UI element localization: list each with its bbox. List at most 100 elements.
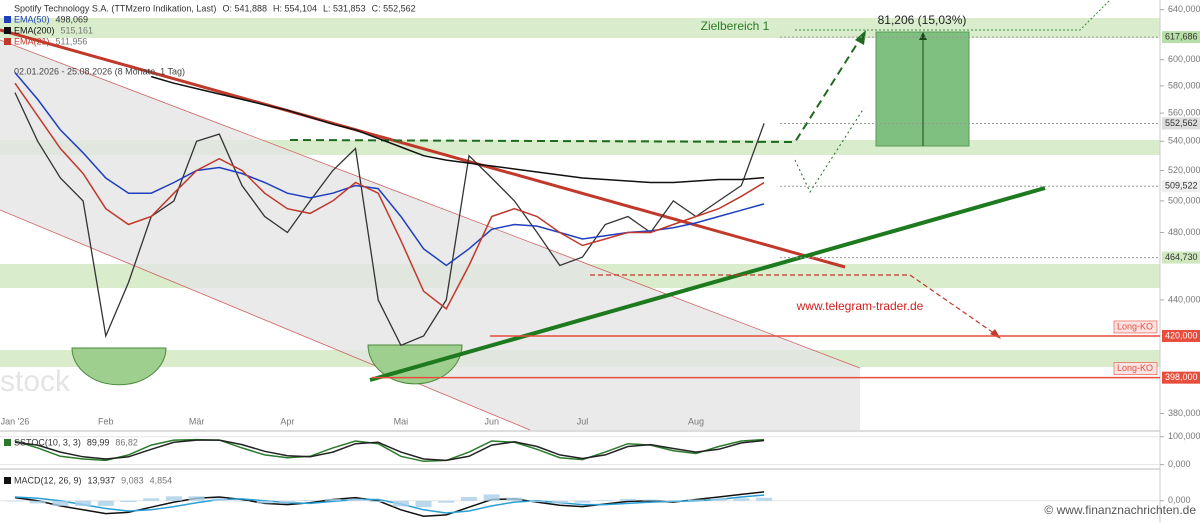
y-tick-label: 480,000 — [1168, 227, 1200, 237]
dashed-path — [590, 274, 999, 337]
ko-label: Long-KO — [1117, 363, 1153, 373]
series-line — [14, 72, 765, 267]
legend-value: 511,956 — [56, 36, 88, 46]
y-tick-label: 520,000 — [1168, 165, 1200, 175]
y-tick-label: 580,000 — [1168, 80, 1200, 90]
hist-bar — [347, 498, 364, 501]
hist-bar — [120, 500, 137, 503]
hist-bar — [529, 500, 546, 503]
marker-label: 420,000 — [1165, 330, 1198, 340]
series-line — [14, 82, 765, 310]
x-tick-label: Jun — [484, 416, 499, 426]
channel-line — [0, 209, 531, 431]
channel-line — [0, 39, 861, 369]
trend-line — [369, 186, 1046, 382]
hist-bar — [211, 498, 228, 501]
x-tick-label: Jul — [577, 416, 589, 426]
hist-bar — [438, 500, 455, 503]
legend-swatch — [4, 439, 11, 446]
y-tick-label: 600,000 — [1168, 54, 1200, 64]
channel — [0, 40, 860, 430]
x-tick-label: Aug — [688, 416, 704, 426]
hist-bar — [619, 498, 636, 501]
hist-bar — [75, 500, 92, 506]
layout — [0, 0, 1161, 523]
watermark: stock — [0, 365, 71, 398]
website: www.telegram-trader.de — [796, 299, 924, 313]
y-tick-label: 440,000 — [1168, 294, 1200, 304]
hist-bar — [234, 500, 250, 502]
arrow-head — [990, 329, 1001, 339]
series-line — [14, 439, 765, 462]
x-tick-label: Jan '26 — [1, 416, 30, 426]
legend-value: 13,937 — [88, 475, 116, 485]
hist-bar — [256, 500, 273, 504]
series-line — [14, 491, 765, 517]
legend-ohlc: O: 541,888 — [222, 3, 267, 13]
hist-bar — [7, 500, 23, 502]
trend-line — [0, 28, 846, 269]
dotted-path — [794, 107, 865, 194]
x-tick-label: Feb — [98, 416, 114, 426]
hist-bar — [392, 500, 409, 507]
marker-box — [1162, 180, 1200, 193]
legend-value: 515,161 — [61, 25, 94, 35]
bowl — [71, 347, 167, 386]
hist-bar — [506, 497, 523, 501]
period: 02.01.2026 - 25.08.2026 (8 Monate, 1 Tag… — [14, 66, 185, 76]
legend-swatch — [4, 38, 11, 45]
y-tick-label: 100,000 — [1168, 431, 1200, 441]
hist-bar — [52, 500, 69, 506]
legend-swatch — [4, 477, 11, 484]
zone — [0, 18, 1160, 38]
y-tick-label: 500,000 — [1168, 195, 1200, 205]
hist-bar — [756, 497, 773, 501]
legend-name: EMA(50) — [14, 14, 50, 24]
marker-label: 464,730 — [1165, 252, 1198, 262]
legend-swatch — [4, 27, 11, 34]
legend-ohlc: H: 554,104 — [273, 3, 317, 13]
marker-box — [1162, 117, 1200, 130]
hist-bar — [324, 498, 341, 501]
dotted-line — [795, 0, 1111, 31]
hist-bar — [188, 496, 205, 501]
legend-name: EMA(200) — [14, 25, 55, 35]
marker-box — [1162, 31, 1200, 44]
copyright: © www.finanznachrichten.de — [1044, 503, 1196, 517]
hist-bar — [597, 500, 614, 501]
y-tick-label: 640,000 — [1168, 4, 1200, 14]
hist-bar — [733, 498, 750, 501]
legend-title: MACD(12, 26, 9) — [14, 475, 82, 485]
hist-bar — [279, 500, 296, 503]
legend-name: EMA(21) — [14, 36, 50, 46]
series-line — [14, 92, 765, 347]
y-tick-label: 560,000 — [1168, 107, 1200, 117]
target-label: Zielbereich 1 — [701, 19, 770, 33]
legend-ohlc: C: 552,562 — [372, 3, 416, 13]
marker-box — [1162, 329, 1200, 342]
x-tick-label: Mär — [189, 416, 205, 426]
ko-label: Long-KO — [1117, 321, 1153, 331]
legend-value: 4,854 — [150, 475, 173, 485]
ko-box — [1113, 320, 1158, 334]
hist-bar — [143, 498, 160, 501]
legend-value: 86,82 — [115, 437, 138, 447]
dashed-path — [289, 35, 863, 144]
marker-box — [1162, 371, 1200, 384]
marker-label: 552,562 — [1165, 118, 1198, 128]
series-line — [150, 75, 765, 184]
marker-box — [1162, 251, 1200, 264]
legend-swatch — [4, 16, 11, 23]
y-tick-label: 0,000 — [1168, 495, 1191, 505]
hist-bar — [710, 498, 727, 501]
marker-label: 509,522 — [1165, 181, 1198, 191]
x-tick-label: Apr — [280, 416, 294, 426]
hist-bar — [370, 500, 387, 503]
hist-bar — [574, 500, 591, 503]
hist-bar — [165, 496, 182, 501]
hist-bar — [551, 500, 568, 504]
hist-bar — [415, 500, 432, 508]
legend-value: 89,99 — [87, 437, 110, 447]
hist-bar — [302, 500, 319, 501]
